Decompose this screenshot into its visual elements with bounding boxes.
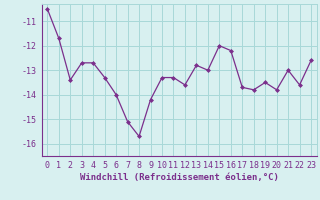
X-axis label: Windchill (Refroidissement éolien,°C): Windchill (Refroidissement éolien,°C): [80, 173, 279, 182]
